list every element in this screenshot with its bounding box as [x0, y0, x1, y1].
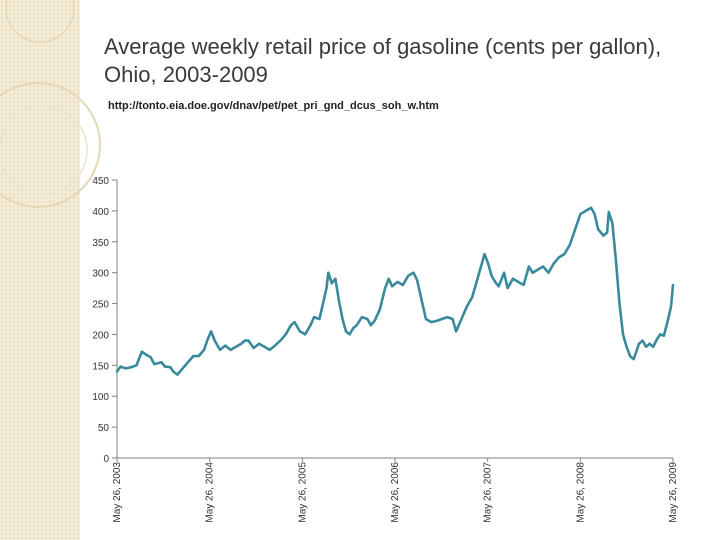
x-tick-label: May 26, 2005	[297, 462, 308, 523]
y-tick-label: 150	[92, 361, 109, 372]
x-tick-label: May 26, 2009	[668, 462, 679, 523]
y-tick-label: 50	[98, 423, 110, 434]
x-tick-label: May 26, 2004	[205, 462, 216, 523]
y-tick-label: 0	[103, 454, 109, 465]
x-tick-label: May 26, 2007	[483, 462, 494, 523]
y-tick-label: 100	[92, 392, 109, 403]
y-tick-label: 400	[92, 207, 109, 218]
decor-circles	[0, 0, 101, 208]
series-layer	[115, 206, 675, 376]
decor-circle-top	[5, 0, 75, 43]
y-tick-label: 450	[92, 176, 109, 187]
source-url: http://tonto.eia.doe.gov/dnav/pet/pet_pr…	[108, 100, 439, 112]
y-tick-label: 200	[92, 330, 109, 341]
x-axis: May 26, 2003 May 26, 2004 May 26, 2005 May …	[112, 457, 679, 523]
y-axis: 0 50 100 150 200 250 300 350 400 450	[92, 176, 118, 465]
y-tick-label: 350	[92, 238, 109, 249]
x-tick-label: May 26, 2003	[112, 462, 123, 523]
y-tick-label: 250	[92, 300, 109, 311]
chart-title: Average weekly retail price of gasoline …	[104, 34, 662, 87]
x-tick-label: May 26, 2006	[390, 462, 401, 523]
series-line	[115, 206, 675, 376]
decor-circle-medium	[0, 105, 88, 195]
y-tick-label: 300	[92, 269, 109, 280]
decor-circle-large	[0, 82, 101, 208]
x-tick-label: May 26, 2008	[575, 462, 586, 523]
